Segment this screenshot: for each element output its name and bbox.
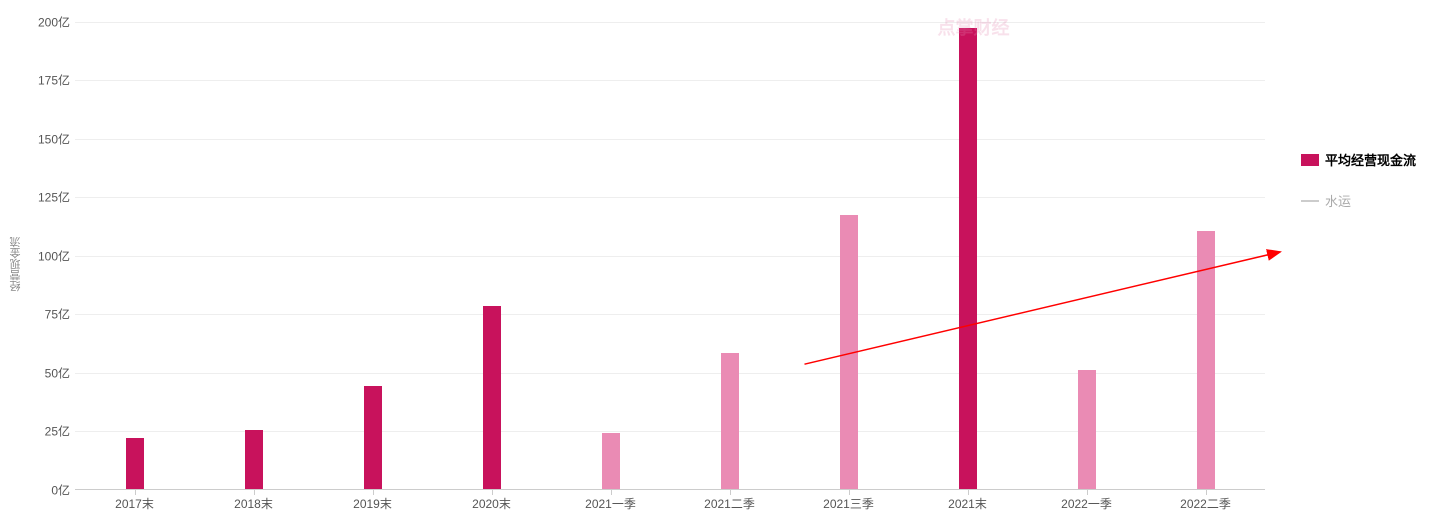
y-tick: 50亿: [0, 364, 70, 381]
x-tick-label: 2020末: [472, 495, 511, 512]
x-tick-label: 2019末: [353, 495, 392, 512]
x-tick-label: 2021末: [948, 495, 987, 512]
x-tick-label: 2022一季: [1061, 495, 1112, 512]
y-tick: 175亿: [0, 72, 70, 89]
legend-line-icon: [1301, 200, 1319, 202]
bar: [602, 433, 620, 489]
x-tick-label: 2021三季: [823, 495, 874, 512]
x-tick-label: 2017末: [115, 495, 154, 512]
y-tick: 150亿: [0, 130, 70, 147]
bar: [1078, 370, 1096, 489]
bar: [840, 215, 858, 489]
y-tick: 75亿: [0, 306, 70, 323]
bar: [721, 353, 739, 489]
y-tick: 25亿: [0, 423, 70, 440]
x-tick-label: 2022二季: [1180, 495, 1231, 512]
plot-area: 点掌财经: [75, 10, 1265, 490]
x-tick-label: 2021一季: [585, 495, 636, 512]
legend-item: 平均经营现金流: [1301, 150, 1416, 169]
cashflow-bar-chart: 经营现金流 0亿25亿50亿75亿100亿125亿150亿175亿200亿 点掌…: [0, 0, 1436, 528]
legend-label: 平均经营现金流: [1325, 150, 1416, 169]
bar: [364, 386, 382, 489]
bar: [245, 430, 263, 489]
legend-item: 水运: [1301, 191, 1416, 210]
legend: 平均经营现金流水运: [1301, 150, 1416, 232]
trend-arrow: [150, 20, 1340, 500]
bar: [959, 28, 977, 489]
y-tick: 0亿: [0, 482, 70, 499]
bar: [1197, 231, 1215, 489]
legend-label: 水运: [1325, 191, 1351, 210]
legend-swatch-icon: [1301, 154, 1319, 166]
x-tick-label: 2021二季: [704, 495, 755, 512]
x-tick-label: 2018末: [234, 495, 273, 512]
y-tick: 125亿: [0, 189, 70, 206]
bar: [483, 306, 501, 489]
y-tick: 100亿: [0, 247, 70, 264]
bar: [126, 438, 144, 490]
y-tick: 200亿: [0, 13, 70, 30]
